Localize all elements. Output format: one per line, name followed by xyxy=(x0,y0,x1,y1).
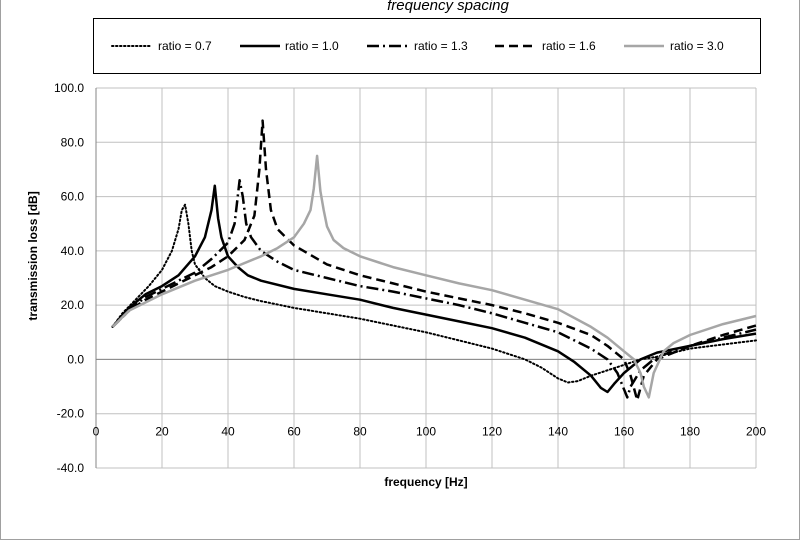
y-tick-label: -40.0 xyxy=(57,461,85,475)
legend-label-0: ratio = 0.7 xyxy=(158,39,212,53)
series-layer xyxy=(111,119,757,402)
x-tick-label: 60 xyxy=(287,424,301,438)
y-tick-label: 100.0 xyxy=(54,81,84,95)
legend-label-3: ratio = 1.6 xyxy=(542,39,596,53)
y-tick-label: 0.0 xyxy=(67,352,84,366)
legend-label-2: ratio = 1.3 xyxy=(414,39,468,53)
y-tick-label: 60.0 xyxy=(61,190,85,204)
legend-label-4: ratio = 3.0 xyxy=(670,39,724,53)
series-line-1 xyxy=(111,184,757,394)
y-tick-label: 40.0 xyxy=(61,244,85,258)
legend: ratio = 0.7 ratio = 1.0 ratio = 1.3 ratio =… xyxy=(93,18,761,74)
legend-label-1: ratio = 1.0 xyxy=(285,39,339,53)
chart-title: frequency spacing xyxy=(387,0,509,14)
x-tick-label: 20 xyxy=(155,424,169,438)
series-line-0 xyxy=(111,203,757,384)
x-tick-label: 160 xyxy=(614,424,634,438)
x-tick-label: 200 xyxy=(746,424,766,438)
x-tick-label: 180 xyxy=(680,424,700,438)
series-line-2 xyxy=(111,179,757,399)
y-tick-labels: -40.0 -20.0 0.0 20.0 40.0 60.0 80.0 100.0 xyxy=(54,81,84,475)
x-tick-labels: 0 20 40 60 80 100 120 140 160 180 200 xyxy=(93,424,767,438)
x-tick-label: 40 xyxy=(221,424,235,438)
y-axis-title: transmission loss [dB] xyxy=(26,191,40,320)
x-tick-label: 80 xyxy=(353,424,367,438)
x-tick-label: 120 xyxy=(482,424,502,438)
x-tick-label: 140 xyxy=(548,424,568,438)
x-axis-title: frequency [Hz] xyxy=(384,475,467,489)
y-tick-label: -20.0 xyxy=(57,407,85,421)
series-line-4 xyxy=(111,154,757,399)
series-line-3 xyxy=(111,119,757,402)
plot-area xyxy=(95,87,757,469)
y-tick-label: 20.0 xyxy=(61,298,85,312)
x-tick-label: 100 xyxy=(416,424,436,438)
y-tick-label: 80.0 xyxy=(61,135,85,149)
gridlines xyxy=(95,87,757,469)
x-tick-label: 0 xyxy=(93,424,100,438)
